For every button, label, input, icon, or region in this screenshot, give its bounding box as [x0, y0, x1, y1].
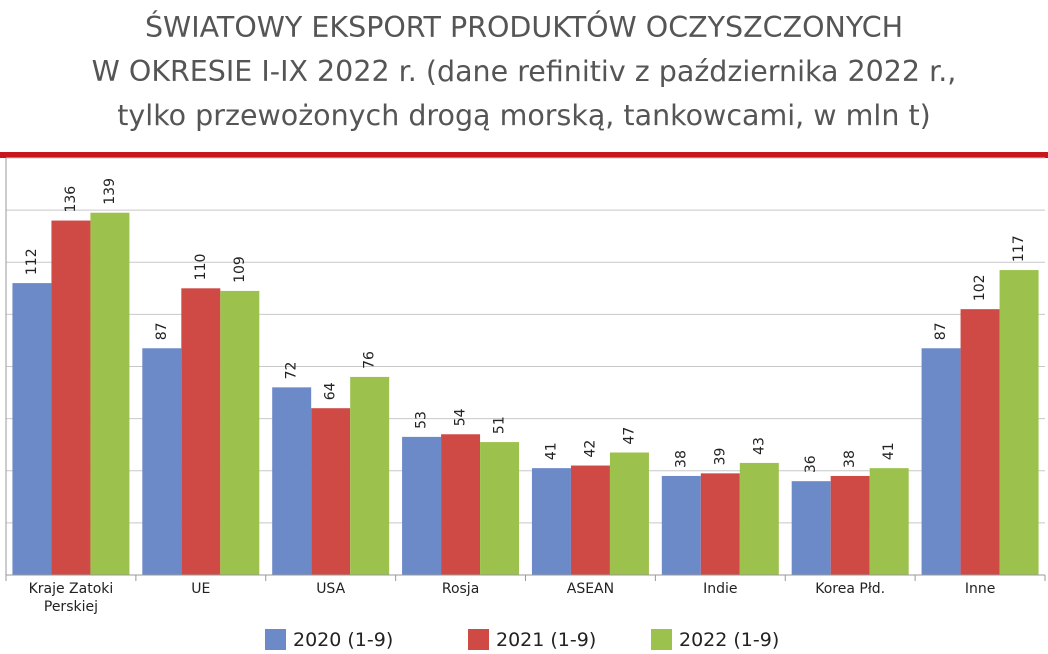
data-label: 39 [712, 448, 728, 466]
bar [960, 309, 1000, 575]
legend-label: 2022 (1-9) [679, 629, 779, 651]
data-label: 109 [232, 256, 248, 283]
data-label: 117 [1011, 235, 1027, 262]
data-label: 47 [621, 427, 637, 445]
x-tick-label: Kraje Zatoki [29, 581, 114, 597]
bar [51, 220, 91, 576]
x-tick-label: Rosja [442, 581, 479, 597]
legend-swatch [468, 629, 489, 650]
data-label: 64 [323, 382, 339, 400]
x-tick-label: Korea Płd. [815, 581, 885, 597]
data-label: 136 [63, 186, 79, 213]
bar [739, 462, 779, 575]
bar [480, 442, 520, 575]
data-label: 41 [881, 442, 897, 460]
bar [661, 475, 701, 575]
data-label: 41 [543, 442, 559, 460]
data-label: 76 [362, 351, 378, 369]
legend-label: 2021 (1-9) [496, 629, 596, 651]
data-label: 87 [154, 322, 170, 340]
data-label: 51 [492, 416, 508, 434]
bar [311, 408, 351, 575]
bar [609, 452, 649, 575]
x-tick-label: Perskiej [44, 599, 98, 615]
bar [869, 468, 909, 575]
bar [830, 475, 870, 575]
legend-swatch [651, 629, 672, 650]
legend-label: 2020 (1-9) [293, 629, 393, 651]
data-label: 110 [193, 254, 209, 281]
bar [350, 376, 390, 575]
x-tick-label: USA [316, 581, 345, 597]
chart-title: ŚWIATOWY EKSPORT PRODUKTÓW OCZYSZCZONYCH… [0, 6, 1048, 138]
x-tick-label: Indie [703, 581, 737, 597]
bar [142, 348, 182, 575]
bar [570, 465, 610, 575]
data-label: 38 [842, 450, 858, 468]
data-label: 87 [933, 322, 949, 340]
data-label: 43 [751, 437, 767, 455]
bar [402, 436, 442, 575]
data-label: 38 [673, 450, 689, 468]
x-tick-label: ASEAN [567, 581, 614, 597]
data-label: 36 [803, 455, 819, 473]
bar [700, 473, 740, 575]
bar [921, 348, 961, 575]
data-label: 42 [582, 440, 598, 458]
legend-swatch [265, 629, 286, 650]
data-label: 72 [284, 362, 300, 380]
x-tick-label: Inne [965, 581, 996, 597]
chart-title-line-3: tylko przewożonych drogą morską, tankowc… [117, 99, 931, 132]
data-label: 53 [414, 411, 430, 429]
data-label: 139 [102, 178, 118, 205]
bar [90, 212, 130, 575]
data-label: 102 [972, 274, 988, 301]
bar [531, 468, 571, 575]
chart-title-line-2: W OKRESIE I-IX 2022 r. (dane refinitiv z… [91, 55, 957, 88]
x-tick-label: UE [191, 581, 210, 597]
chart-title-line-1: ŚWIATOWY EKSPORT PRODUKTÓW OCZYSZCZONYCH [144, 11, 904, 44]
data-label: 54 [453, 408, 469, 426]
bar [220, 290, 260, 575]
bar [441, 434, 481, 575]
title-divider [0, 152, 1048, 158]
bar [12, 283, 52, 575]
bar [181, 288, 221, 575]
bar [999, 270, 1039, 575]
bar [272, 387, 312, 575]
bar [791, 481, 831, 575]
data-label: 112 [24, 248, 40, 275]
